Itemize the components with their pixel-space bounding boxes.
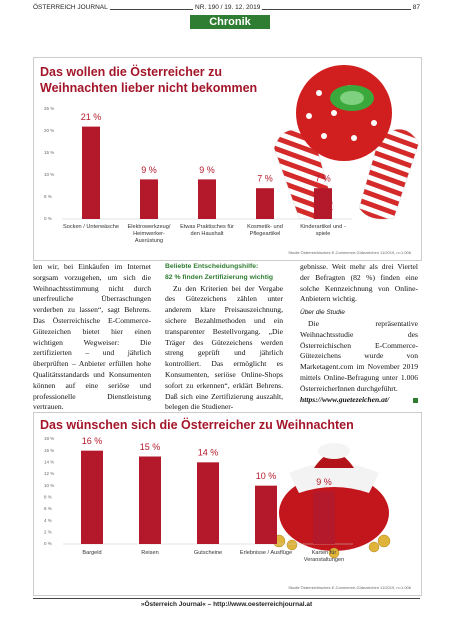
end-mark <box>413 397 418 403</box>
paragraph: Die repräsentative Weihnachtsstudie des … <box>300 318 418 393</box>
subheading: Über die Studie <box>300 309 345 317</box>
chart: 0 % 2 % 4 % 6 % 8 % 10 % 12 % 14 % 16 % 18 % 16 % 1… <box>33 412 422 596</box>
heading: 82 % finden Zertifizierung wichtig <box>165 273 274 281</box>
bar <box>81 450 103 544</box>
x-tick-label: Reisen <box>141 550 159 556</box>
y-tick-label: 12 % <box>44 471 54 476</box>
y-tick-label: 10 % <box>44 172 54 177</box>
bar <box>140 179 158 219</box>
bar <box>313 491 335 544</box>
chart-svg: 0 % 2 % 4 % 6 % 8 % 10 % 12 % 14 % 16 % 18 % 16 % 1… <box>44 436 391 559</box>
x-tick-label: Elektrowerkzeug/ Heimwerker-Ausrüstung <box>127 224 171 244</box>
source: Studie Österreichisches E-Commerce-Gütez… <box>288 250 411 255</box>
x-tick-label: Etwas Praktisches für den Haushalt <box>180 224 234 237</box>
footer: »Österreich Journal« – http://www.oester… <box>140 601 313 608</box>
chart-title: Das wollen die Österreicher zu Weihnacht… <box>40 65 258 95</box>
bar <box>197 462 219 544</box>
y-tick-label: 16 % <box>44 448 54 453</box>
column: Beliebte Entscheidungshilfe: 82 % finden… <box>165 262 283 413</box>
value-label: 16 % <box>82 436 103 446</box>
issue: NR. 190 / 19. 12. 2019 <box>193 4 263 11</box>
column: len wir, bei Einkäufen im Internet sorgs… <box>33 262 151 413</box>
value-label: 9 % <box>141 165 157 175</box>
value-label: 7 % <box>315 174 331 184</box>
bar <box>198 179 216 219</box>
y-tick-label: 14 % <box>44 460 54 465</box>
heading: Beliebte Entscheidungshilfe: <box>165 263 259 270</box>
y-tick-label: 15 % <box>44 150 54 155</box>
paragraph: gebnisse. Weit mehr als drei Viertel der… <box>300 262 418 304</box>
bar <box>255 485 277 544</box>
bar <box>139 456 161 544</box>
y-tick-label: 18 % <box>44 436 54 441</box>
y-tick-label: 20 % <box>44 128 54 133</box>
page-number: 87 <box>410 4 422 11</box>
y-tick-label: 25 % <box>44 106 54 111</box>
value-label: 9 % <box>199 165 215 175</box>
bar <box>82 126 100 219</box>
section: Chronik <box>190 15 270 29</box>
bar <box>256 188 274 219</box>
y-tick-label: 0 % <box>44 216 52 221</box>
x-tick-label: Gutscheine <box>193 550 223 556</box>
column: gebnisse. Weit mehr als drei Viertel der… <box>300 262 418 405</box>
value-label: 10 % <box>256 471 277 481</box>
value-label: 15 % <box>140 442 161 452</box>
x-tick-label: Bargeld <box>82 550 102 556</box>
x-tick-label: Karten für Veranstaltungen <box>303 550 345 563</box>
x-tick-label: Kosmetik- und Pflegeartikel <box>247 224 283 237</box>
chart: 0 % 5 % 10 % 15 % 20 % 25 % 21 % 9 % 9 % 7 % 7 % D… <box>33 57 422 261</box>
link-wrap: https://www.guetezeichen.at/ <box>300 395 418 406</box>
y-tick-label: 0 % <box>44 541 52 546</box>
y-tick-label: 6 % <box>44 506 52 511</box>
value-label: 21 % <box>81 112 102 122</box>
x-tick-label: Erlebnisse / Ausflüge <box>239 550 293 556</box>
bar <box>314 188 332 219</box>
y-tick-label: 5 % <box>44 194 52 199</box>
footer-rule <box>33 598 420 599</box>
x-tick-label: Socken / Unterwäsche <box>63 224 119 230</box>
chart-svg: 0 % 5 % 10 % 15 % 20 % 25 % 21 % 9 % 9 % 7 % 7 % <box>44 65 420 221</box>
paragraph: len wir, bei Einkäufen im Internet sorgs… <box>33 262 151 412</box>
publication: ÖSTERREICH JOURNAL <box>31 4 110 11</box>
value-label: 9 % <box>316 477 332 487</box>
y-tick-label: 4 % <box>44 518 52 523</box>
y-tick-label: 10 % <box>44 483 54 488</box>
paragraph: Zu den Kriterien bei der Vergabe des Güt… <box>165 283 283 412</box>
link[interactable]: https://www.guetezeichen.at/ <box>300 394 390 404</box>
y-tick-label: 2 % <box>44 530 52 535</box>
value-label: 14 % <box>198 448 219 458</box>
value-label: 7 % <box>257 174 273 184</box>
x-tick-label: Kinderartikel und -spiele <box>300 224 346 237</box>
source: Studie Österreichisches E-Commerce-Gütez… <box>288 585 411 590</box>
chart-title: Das wünschen sich die Österreicher zu We… <box>40 418 354 432</box>
y-tick-label: 8 % <box>44 495 52 500</box>
